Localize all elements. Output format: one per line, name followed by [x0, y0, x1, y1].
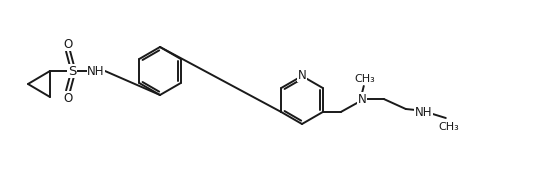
Text: CH₃: CH₃: [354, 74, 375, 84]
Text: O: O: [63, 37, 72, 51]
Text: N: N: [297, 68, 306, 82]
Text: NH: NH: [87, 64, 105, 78]
Text: CH₃: CH₃: [439, 122, 459, 132]
Text: O: O: [63, 92, 72, 105]
Text: NH: NH: [415, 105, 433, 119]
Text: S: S: [68, 64, 76, 78]
Text: N: N: [358, 93, 366, 105]
